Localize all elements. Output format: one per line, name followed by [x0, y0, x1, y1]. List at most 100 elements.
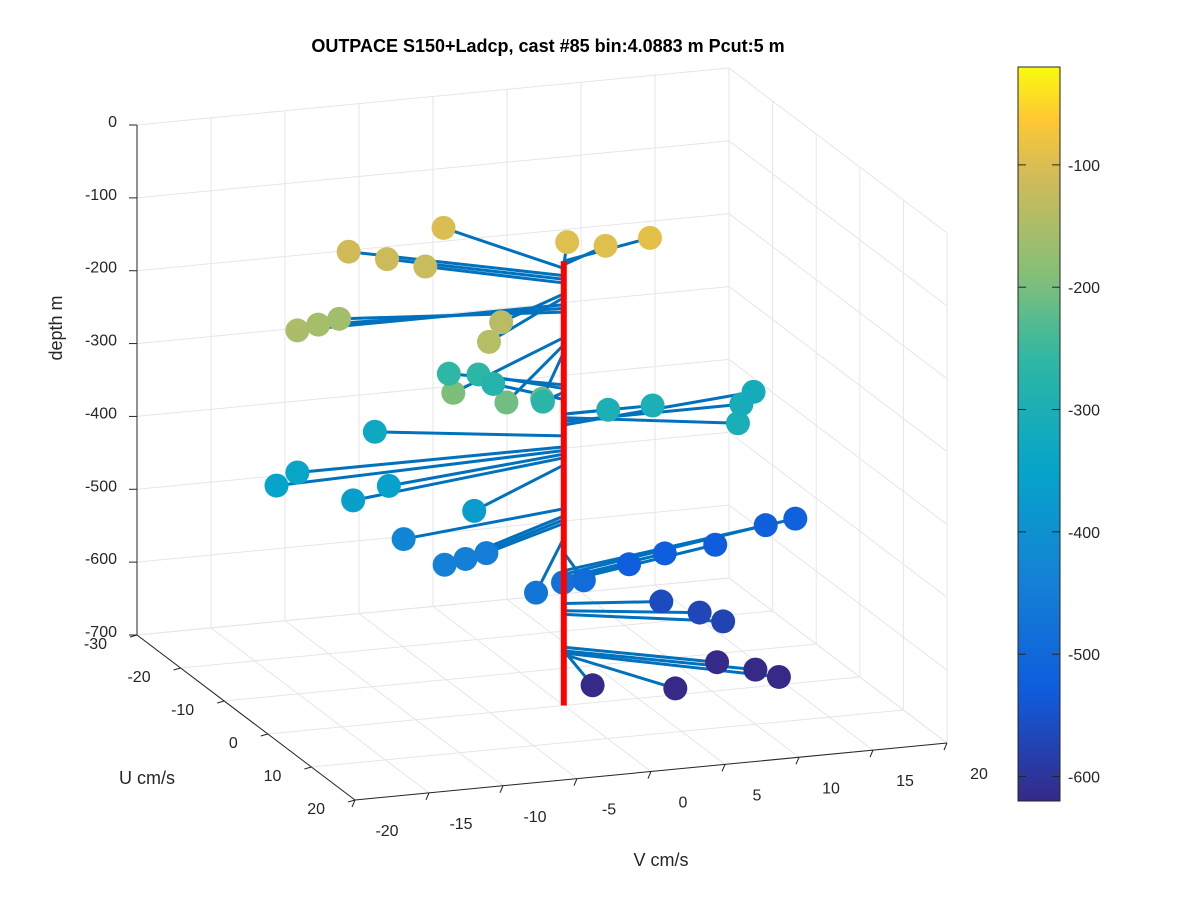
x-tick-mark — [795, 757, 800, 765]
velocity-point — [489, 310, 514, 335]
velocity-point — [596, 397, 621, 422]
x-tick-label: -10 — [523, 809, 546, 826]
velocity-arrow — [388, 452, 565, 488]
x-tick-label: 20 — [970, 766, 988, 783]
side-wall-grid-line — [728, 359, 948, 525]
velocity-point — [453, 546, 478, 571]
velocity-point — [431, 215, 456, 240]
velocity-point — [743, 657, 768, 682]
floor-grid-line — [311, 709, 904, 768]
x-tick-label: 5 — [753, 787, 762, 804]
y-tick-mark — [173, 667, 181, 671]
velocity-point — [376, 473, 401, 498]
velocity-point — [571, 568, 596, 593]
z-tick-label: 0 — [108, 114, 117, 131]
velocity-point — [649, 589, 674, 614]
z-tick-label: -700 — [85, 624, 117, 641]
velocity-point — [580, 673, 605, 698]
colorbar-tick-label: -400 — [1068, 525, 1100, 542]
velocity-arrow — [563, 609, 700, 615]
velocity-point — [530, 389, 555, 414]
x-tick-mark — [721, 764, 726, 772]
velocity-arrow — [425, 265, 564, 285]
z-tick-label: -200 — [85, 260, 117, 277]
velocity-point — [481, 371, 506, 396]
velocity-point — [413, 254, 438, 279]
z-tick-label: -400 — [85, 405, 117, 422]
velocity-arrow — [563, 645, 718, 664]
z-tick-label: -300 — [85, 333, 117, 350]
x-tick-mark — [351, 799, 356, 808]
side-wall-grid-line — [728, 577, 948, 744]
side-wall-grid-line — [728, 213, 948, 380]
x-tick-mark — [499, 785, 504, 793]
velocity-point — [725, 411, 750, 436]
x-tick-label: -15 — [449, 816, 472, 833]
floor-grid-line — [432, 606, 652, 772]
velocity-point — [494, 390, 519, 415]
velocity-point — [477, 329, 501, 354]
z-tick-label: -500 — [85, 478, 117, 495]
x-tick-label: 0 — [679, 795, 688, 812]
back-wall-grid-line — [136, 358, 730, 417]
velocity-arrow — [276, 449, 564, 488]
velocity-point — [766, 664, 791, 689]
colorbar-tick-label: -100 — [1068, 158, 1100, 175]
x-tick-label: 10 — [822, 780, 840, 797]
y-tick-label: 20 — [307, 801, 325, 818]
velocity-point — [741, 379, 766, 404]
y-axis-line — [136, 634, 356, 801]
velocity-arrow — [485, 521, 565, 555]
velocity-arrow — [563, 653, 676, 690]
floor-grid-line — [580, 591, 800, 758]
data-layer — [264, 215, 808, 706]
velocity-point — [705, 650, 730, 675]
velocity-point — [524, 580, 549, 605]
x-tick-mark — [943, 742, 948, 751]
z-tick-label: -600 — [85, 551, 117, 568]
velocity-point — [375, 247, 399, 272]
x-tick-label: 15 — [896, 773, 914, 790]
velocity-point — [264, 473, 289, 498]
colorbar: -100 -200 -300 -400 -500 -600 — [1017, 66, 1100, 802]
velocity-point — [441, 380, 466, 405]
velocity-point — [474, 541, 499, 566]
velocity-arrow — [473, 463, 565, 513]
velocity-arrow — [339, 310, 564, 321]
velocity-arrow — [386, 257, 564, 281]
velocity-point — [593, 233, 618, 258]
back-wall-grid-line — [136, 577, 730, 636]
velocity-point — [285, 318, 310, 343]
x-tick-mark — [869, 749, 874, 758]
velocity-point — [652, 541, 677, 566]
colorbar-tick-label: -300 — [1068, 403, 1100, 420]
velocity-arrow — [488, 296, 565, 344]
velocity-arrow — [374, 430, 564, 438]
y-tick-label: -30 — [84, 636, 107, 653]
velocity-point — [306, 312, 331, 337]
y-tick-mark — [217, 700, 225, 704]
velocity-point — [555, 230, 580, 255]
y-tick-label: -10 — [171, 702, 194, 719]
velocity-arrow — [505, 343, 565, 404]
side-wall-grid-line — [728, 431, 948, 598]
z-tick-label: -100 — [85, 187, 117, 204]
velocity-point — [663, 676, 688, 701]
axis-ticks: -20 -15 -10 -5 0 5 10 15 20-30-20-10010200-100-2… — [84, 114, 988, 840]
x-tick-mark — [647, 771, 652, 779]
colorbar-tick-label: -600 — [1068, 770, 1100, 787]
velocity-point — [711, 609, 736, 634]
y-axis-label: U cm/s — [119, 768, 175, 788]
back-wall-grid-line — [136, 213, 730, 272]
side-wall-grid-line — [728, 286, 948, 452]
y-tick-label: 10 — [264, 768, 282, 785]
x-tick-label: -5 — [602, 802, 616, 819]
velocity-point — [436, 361, 461, 386]
velocity-arrow — [297, 445, 564, 475]
velocity-arrow — [563, 651, 780, 679]
velocity-point — [687, 600, 712, 625]
side-wall-grid-line — [728, 67, 948, 234]
colorbar-gradient — [1017, 66, 1061, 802]
velocity-point — [341, 488, 366, 513]
back-wall-grid-line — [136, 140, 730, 199]
